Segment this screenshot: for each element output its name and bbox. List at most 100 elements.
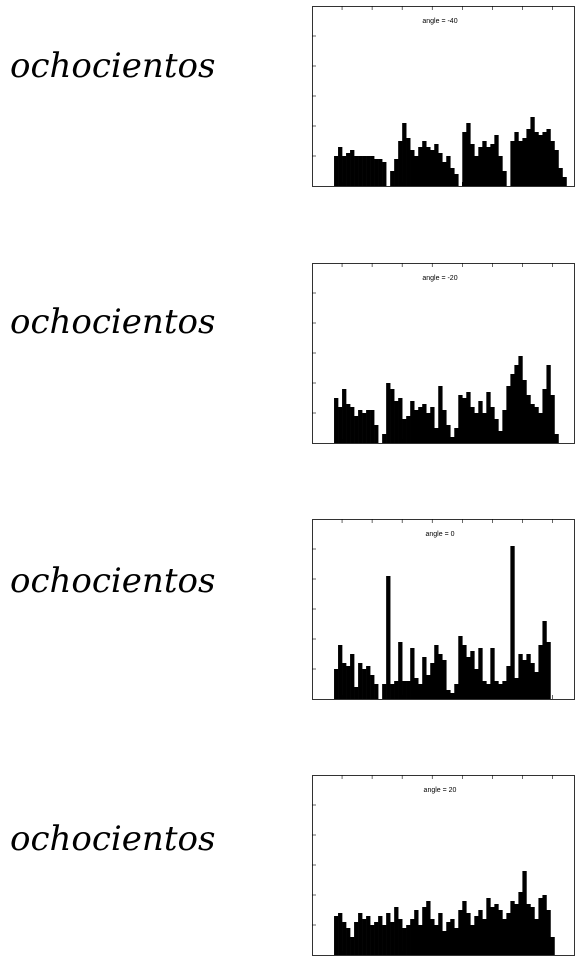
bar — [414, 156, 418, 186]
bar — [410, 401, 414, 443]
bar — [390, 922, 394, 955]
bar — [366, 410, 370, 443]
bar — [474, 156, 478, 186]
bar — [358, 663, 362, 699]
bar — [514, 678, 518, 699]
bar — [386, 383, 390, 443]
bar — [414, 910, 418, 955]
bar — [430, 407, 434, 443]
bar — [366, 156, 370, 186]
bar — [554, 434, 558, 443]
bar — [502, 919, 506, 955]
bar — [370, 925, 374, 955]
bar — [498, 910, 502, 955]
bar — [418, 407, 422, 443]
bar — [510, 546, 514, 699]
bar — [454, 428, 458, 443]
bar — [398, 398, 402, 443]
bar — [438, 913, 442, 955]
bar — [542, 132, 546, 186]
bar — [438, 153, 442, 186]
bar — [450, 168, 454, 186]
bar — [354, 922, 358, 955]
bar — [478, 648, 482, 699]
bar — [426, 901, 430, 955]
bar — [350, 937, 354, 955]
bar — [554, 150, 558, 186]
bar — [430, 150, 434, 186]
bar — [346, 666, 350, 699]
bar — [502, 171, 506, 186]
bar — [418, 925, 422, 955]
bar — [486, 147, 490, 186]
bar — [450, 693, 454, 699]
bar — [346, 153, 350, 186]
bar — [446, 425, 450, 443]
bar — [394, 401, 398, 443]
bar — [494, 681, 498, 699]
bar — [350, 150, 354, 186]
bar — [546, 365, 550, 443]
handwritten-word: ochocientos — [10, 46, 215, 86]
bar — [482, 413, 486, 443]
bar — [406, 138, 410, 186]
bar — [546, 642, 550, 699]
bar — [406, 925, 410, 955]
bar — [534, 672, 538, 699]
bar — [426, 675, 430, 699]
bar — [470, 144, 474, 186]
bar — [442, 162, 446, 186]
bar — [490, 407, 494, 443]
bar — [534, 407, 538, 443]
bar — [446, 690, 450, 699]
bar — [414, 410, 418, 443]
bar — [430, 663, 434, 699]
bar — [470, 925, 474, 955]
bar — [542, 389, 546, 443]
bar — [518, 356, 522, 443]
bar — [470, 407, 474, 443]
bar — [542, 621, 546, 699]
handwritten-word: ochocientos — [10, 819, 215, 859]
bar — [546, 129, 550, 186]
bar — [486, 898, 490, 955]
bar — [530, 404, 534, 443]
bar — [490, 648, 494, 699]
bar — [390, 171, 394, 186]
bar — [562, 177, 566, 186]
bar — [338, 913, 342, 955]
bar — [526, 129, 530, 186]
bar — [422, 141, 426, 186]
bar — [462, 645, 466, 699]
bar — [506, 386, 510, 443]
bar — [390, 684, 394, 699]
bar — [474, 916, 478, 955]
bar — [514, 132, 518, 186]
bar — [386, 913, 390, 955]
bar — [362, 156, 366, 186]
bar — [526, 395, 530, 443]
bar — [370, 410, 374, 443]
bar — [354, 156, 358, 186]
chart-title: angle = -20 — [422, 275, 457, 282]
bar — [450, 919, 454, 955]
bar — [358, 410, 362, 443]
bar — [466, 123, 470, 186]
bar — [426, 413, 430, 443]
bar — [458, 395, 462, 443]
bar — [338, 645, 342, 699]
bar — [354, 416, 358, 443]
bar — [402, 681, 406, 699]
bar — [434, 144, 438, 186]
bar — [334, 156, 338, 186]
bar — [374, 922, 378, 955]
bar — [442, 410, 446, 443]
bar — [350, 654, 354, 699]
bar — [546, 910, 550, 955]
bar — [418, 684, 422, 699]
bar — [366, 666, 370, 699]
bar — [490, 907, 494, 955]
bar — [538, 898, 542, 955]
bar — [374, 425, 378, 443]
bar — [462, 901, 466, 955]
